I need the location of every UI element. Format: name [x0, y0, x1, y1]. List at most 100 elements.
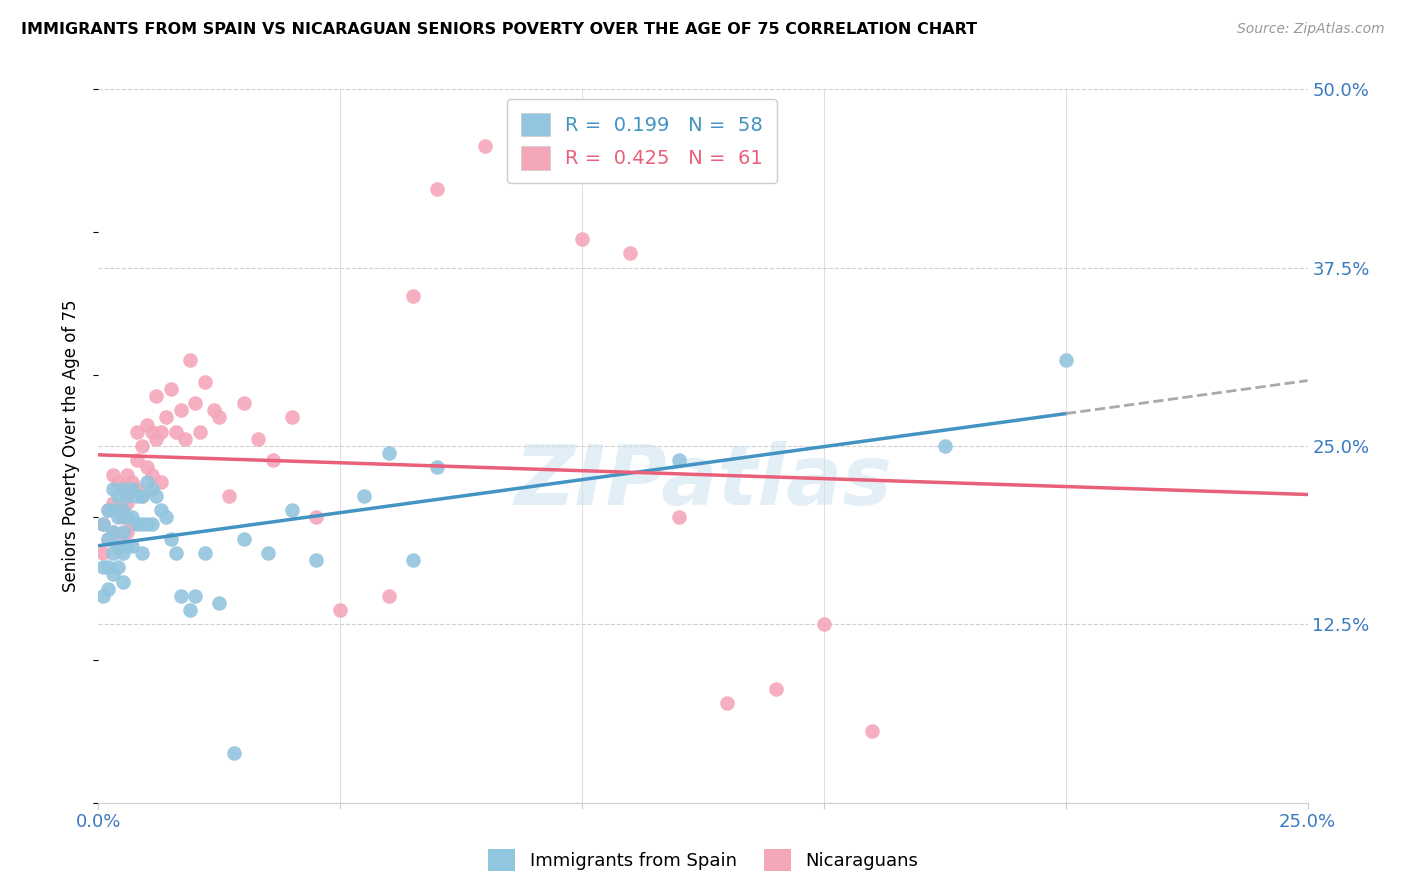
- Point: [160, 382, 183, 396]
- Point: [131, 489, 153, 503]
- Point: [145, 389, 167, 403]
- Point: [208, 596, 231, 610]
- Point: [150, 425, 173, 439]
- Point: [127, 489, 149, 503]
- Point: [218, 489, 240, 503]
- Point: [426, 460, 449, 475]
- Point: [121, 510, 143, 524]
- Point: [131, 489, 153, 503]
- Point: [668, 453, 690, 467]
- Point: [117, 489, 139, 503]
- Point: [107, 503, 129, 517]
- Y-axis label: Seniors Poverty Over the Age of 75: Seniors Poverty Over the Age of 75: [62, 300, 80, 592]
- Point: [91, 517, 114, 532]
- Point: [426, 182, 449, 196]
- Legend: R =  0.199   N =  58, R =  0.425   N =  61: R = 0.199 N = 58, R = 0.425 N = 61: [508, 99, 778, 184]
- Point: [107, 475, 129, 489]
- Text: Source: ZipAtlas.com: Source: ZipAtlas.com: [1237, 22, 1385, 37]
- Point: [305, 510, 328, 524]
- Point: [668, 510, 690, 524]
- Point: [377, 589, 399, 603]
- Point: [329, 603, 352, 617]
- Point: [194, 375, 217, 389]
- Point: [1054, 353, 1077, 368]
- Point: [402, 289, 425, 303]
- Point: [281, 503, 304, 517]
- Point: [208, 410, 231, 425]
- Point: [117, 467, 139, 482]
- Point: [184, 589, 207, 603]
- Point: [571, 232, 593, 246]
- Point: [165, 546, 187, 560]
- Point: [145, 432, 167, 446]
- Point: [256, 546, 278, 560]
- Text: IMMIGRANTS FROM SPAIN VS NICARAGUAN SENIORS POVERTY OVER THE AGE OF 75 CORRELATI: IMMIGRANTS FROM SPAIN VS NICARAGUAN SENI…: [21, 22, 977, 37]
- Point: [111, 482, 134, 496]
- Point: [262, 453, 284, 467]
- Point: [127, 453, 149, 467]
- Point: [117, 524, 139, 539]
- Point: [127, 517, 149, 532]
- Point: [860, 724, 883, 739]
- Point: [150, 475, 173, 489]
- Point: [101, 546, 124, 560]
- Point: [179, 353, 201, 368]
- Point: [155, 410, 177, 425]
- Point: [145, 489, 167, 503]
- Point: [353, 489, 375, 503]
- Point: [131, 517, 153, 532]
- Point: [247, 432, 270, 446]
- Point: [101, 467, 124, 482]
- Point: [474, 139, 496, 153]
- Point: [117, 496, 139, 510]
- Point: [101, 496, 124, 510]
- Point: [204, 403, 226, 417]
- Point: [111, 524, 134, 539]
- Point: [160, 532, 183, 546]
- Point: [127, 482, 149, 496]
- Point: [232, 396, 254, 410]
- Point: [174, 432, 197, 446]
- Point: [135, 517, 157, 532]
- Point: [402, 553, 425, 567]
- Point: [141, 482, 163, 496]
- Point: [101, 524, 124, 539]
- Point: [111, 503, 134, 517]
- Point: [117, 510, 139, 524]
- Point: [107, 539, 129, 553]
- Point: [91, 546, 114, 560]
- Point: [131, 439, 153, 453]
- Point: [813, 617, 835, 632]
- Point: [150, 503, 173, 517]
- Point: [155, 510, 177, 524]
- Point: [281, 410, 304, 425]
- Point: [184, 396, 207, 410]
- Point: [111, 510, 134, 524]
- Point: [141, 467, 163, 482]
- Point: [716, 696, 738, 710]
- Point: [97, 560, 120, 574]
- Text: ZIPatlas: ZIPatlas: [515, 442, 891, 522]
- Point: [101, 503, 124, 517]
- Point: [107, 489, 129, 503]
- Point: [107, 532, 129, 546]
- Point: [91, 589, 114, 603]
- Point: [121, 475, 143, 489]
- Point: [135, 475, 157, 489]
- Point: [101, 567, 124, 582]
- Point: [121, 482, 143, 496]
- Point: [523, 125, 546, 139]
- Point: [169, 589, 191, 603]
- Point: [97, 503, 120, 517]
- Point: [127, 425, 149, 439]
- Point: [179, 603, 201, 617]
- Point: [121, 517, 143, 532]
- Point: [97, 582, 120, 596]
- Point: [97, 532, 120, 546]
- Point: [111, 546, 134, 560]
- Point: [131, 546, 153, 560]
- Point: [141, 517, 163, 532]
- Point: [165, 425, 187, 439]
- Legend: Immigrants from Spain, Nicaraguans: Immigrants from Spain, Nicaraguans: [481, 842, 925, 879]
- Point: [91, 560, 114, 574]
